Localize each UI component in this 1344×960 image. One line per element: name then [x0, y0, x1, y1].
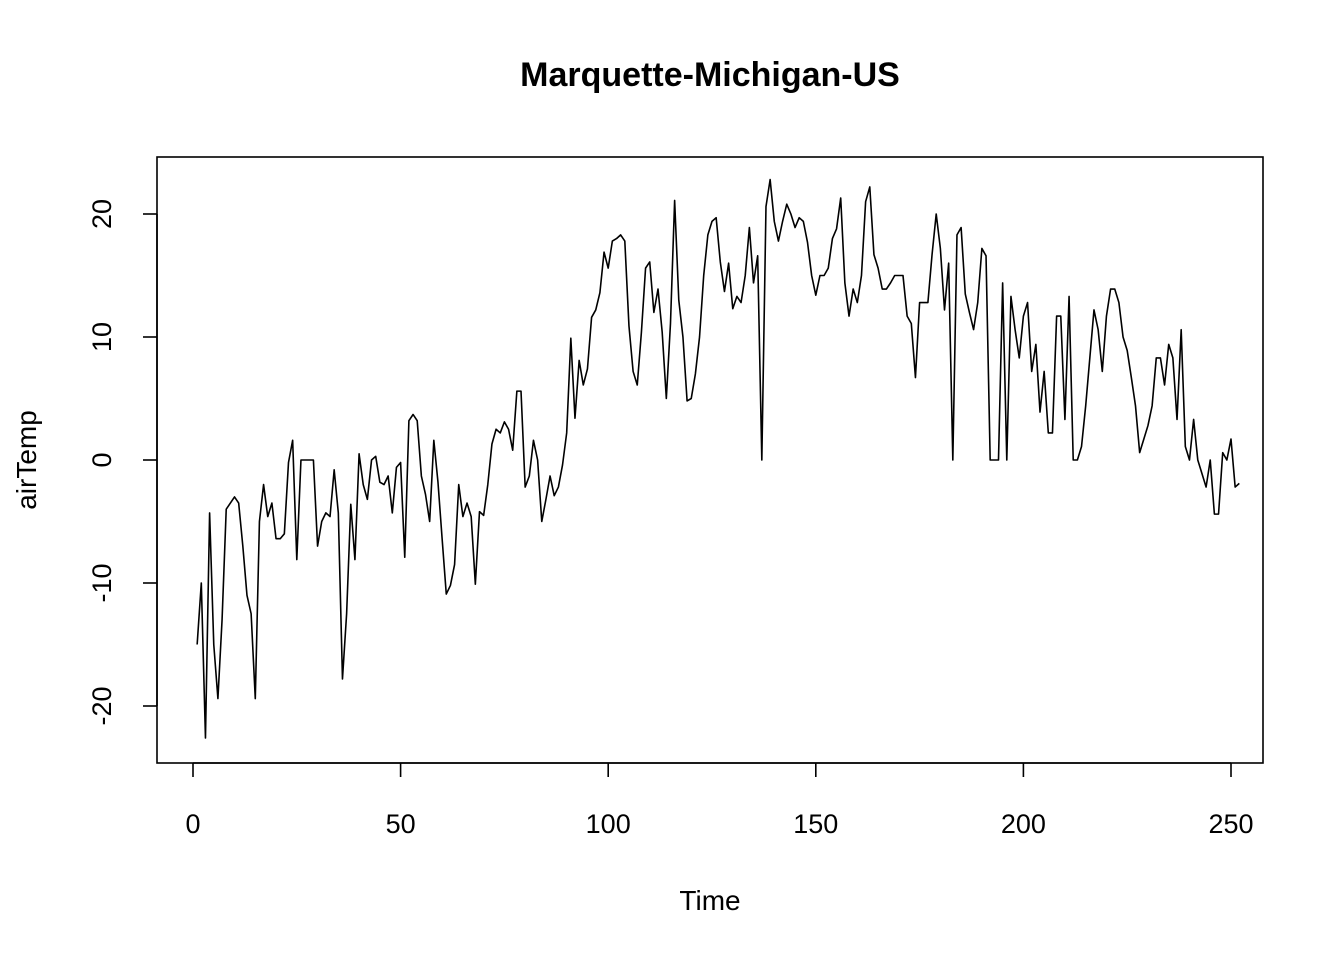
y-tick-label: -10	[87, 563, 117, 602]
series-line	[196, 178, 1240, 739]
y-axis: -20 -10 0 10 20	[87, 199, 158, 726]
x-tick-label: 200	[1001, 809, 1046, 839]
chart-title: Marquette-Michigan-US	[520, 56, 900, 94]
y-tick-label: 20	[87, 199, 117, 229]
x-axis: 0 50 100 150 200 250	[185, 762, 1254, 839]
x-tick-label: 250	[1208, 809, 1253, 839]
x-tick-label: 50	[386, 809, 416, 839]
x-axis-label: Time	[679, 885, 740, 916]
y-tick-label: 10	[87, 322, 117, 352]
x-tick-label: 100	[586, 809, 631, 839]
plot-frame	[156, 156, 1264, 764]
x-tick-label: 0	[185, 809, 200, 839]
y-tick-label: -20	[87, 686, 117, 725]
x-tick-label: 150	[793, 809, 838, 839]
y-tick-label: 0	[87, 452, 117, 467]
y-axis-label: airTemp	[11, 410, 42, 510]
